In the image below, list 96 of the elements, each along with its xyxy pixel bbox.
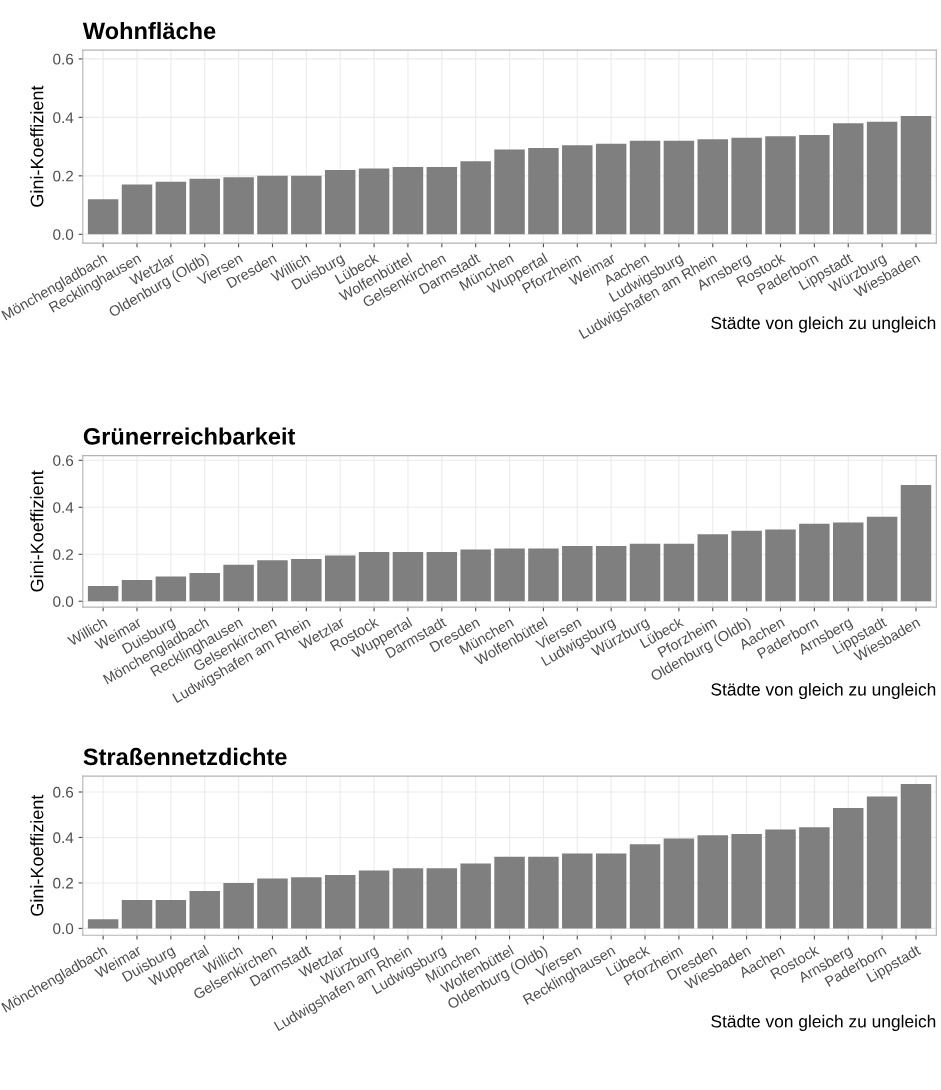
bar [392, 551, 424, 602]
bar [121, 184, 153, 235]
bar [223, 882, 254, 929]
y-tick-label: 0.0 [53, 229, 74, 240]
bar [629, 140, 661, 235]
bar [528, 856, 559, 929]
y-tick-label: 0.0 [53, 596, 74, 607]
bar [799, 134, 830, 235]
bar [900, 784, 932, 929]
bar [833, 807, 864, 929]
bar [358, 551, 390, 602]
bar [866, 121, 898, 235]
x-axis-title: Städte von gleich zu ungleich [711, 682, 936, 700]
bar [629, 543, 661, 602]
bar [257, 560, 288, 602]
bar [155, 181, 187, 235]
y-tick-label: 0.6 [53, 455, 74, 466]
bar [528, 148, 559, 235]
bar [257, 878, 288, 929]
bar [799, 827, 830, 929]
chart-title: Straßennetzdichte [83, 747, 287, 766]
bar [697, 534, 728, 602]
bar [595, 853, 627, 929]
bar [324, 555, 356, 602]
bar [358, 870, 390, 929]
bar [866, 516, 898, 602]
bar [595, 546, 627, 602]
bar [121, 899, 153, 929]
y-tick-label: 0.4 [53, 112, 74, 124]
bar [494, 149, 525, 235]
y-tick-label: 0.2 [53, 170, 74, 182]
bar [494, 548, 525, 602]
bar [155, 576, 187, 602]
bar [189, 573, 220, 602]
bar [189, 890, 220, 929]
bar [663, 838, 695, 929]
bar [697, 835, 728, 929]
bar [900, 484, 932, 602]
y-axis-title: Gini-Koeffizient [30, 85, 44, 207]
bar [765, 529, 796, 602]
bar [494, 856, 525, 929]
bar [697, 139, 728, 235]
y-tick-label: 0.4 [53, 502, 74, 513]
bar [528, 548, 559, 602]
bar [833, 123, 864, 235]
bar [562, 853, 593, 929]
bar [595, 143, 627, 235]
bar [663, 140, 695, 235]
y-tick-label: 0.0 [53, 923, 74, 935]
bar [223, 177, 254, 235]
y-tick-label: 0.2 [53, 549, 74, 560]
bar [87, 585, 119, 602]
bar [426, 551, 458, 602]
bar [426, 167, 458, 235]
bar [866, 796, 898, 929]
x-axis-title: Städte von gleich zu ungleich [711, 316, 936, 333]
bar [189, 178, 220, 235]
bar [291, 558, 322, 602]
bar [291, 877, 322, 929]
bar [663, 543, 695, 602]
bar [460, 549, 491, 602]
bar [87, 919, 119, 929]
bar [324, 169, 356, 235]
bar [392, 868, 424, 929]
bar [629, 844, 661, 929]
bar [731, 137, 762, 235]
y-axis-title: Gini-Koeffizient [30, 794, 44, 916]
bar [223, 564, 254, 602]
bar [87, 199, 119, 235]
bar [121, 580, 153, 602]
bar [324, 874, 356, 929]
y-tick-label: 0.4 [53, 832, 74, 844]
chart-title: Wohnfläche [82, 21, 216, 40]
bar [155, 899, 187, 929]
bar [562, 546, 593, 602]
bar [731, 530, 762, 602]
x-axis-title: Städte von gleich zu ungleich [711, 1014, 936, 1031]
bar [426, 868, 458, 929]
bar [731, 834, 762, 929]
bar [765, 829, 796, 929]
y-tick-label: 0.2 [53, 877, 74, 889]
bar [460, 161, 491, 235]
bar [765, 136, 796, 235]
bar [291, 175, 322, 235]
y-tick-label: 0.6 [53, 53, 74, 65]
chart-title: Grünerreichbarkeit [83, 427, 296, 445]
bar [833, 522, 864, 602]
bar [392, 167, 424, 235]
bar [900, 115, 932, 235]
bar [257, 175, 288, 235]
bar [460, 863, 491, 929]
y-axis-title: Gini-Koeffizient [30, 470, 44, 592]
bar [562, 145, 593, 235]
bar [799, 523, 830, 602]
y-tick-label: 0.6 [53, 786, 74, 798]
bar [358, 168, 390, 235]
